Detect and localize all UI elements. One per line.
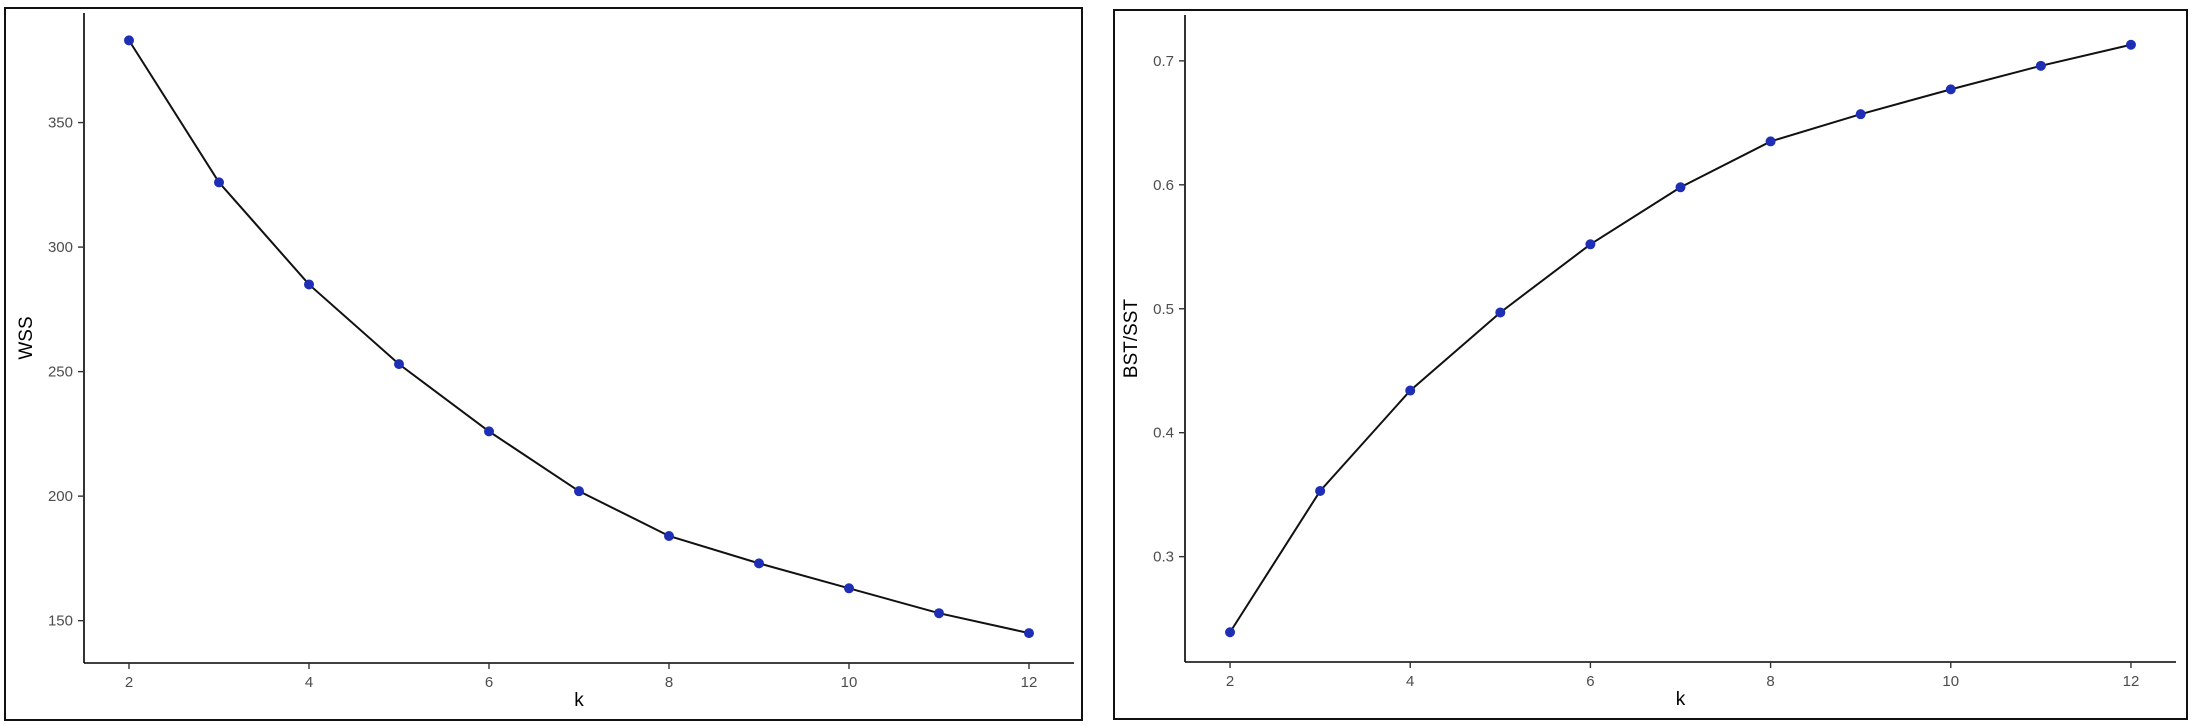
data-point [1024,628,1034,639]
data-point [574,486,584,497]
x-tick-label: 4 [1406,673,1414,690]
y-tick-label: 300 [48,239,73,256]
x-tick-label: 4 [305,674,313,691]
data-point [1945,84,1956,95]
data-point [2035,60,2046,71]
data-point [934,608,944,619]
wss-chart-panel: 150 200 250 300 350 2 4 6 8 10 12 k WSS [4,7,1083,721]
data-point [844,583,854,594]
x-tick-label: 2 [125,674,133,691]
plot-area [1225,39,2136,638]
x-tick-label: 8 [665,674,673,691]
y-ticks: 150 200 250 300 350 [48,115,84,630]
y-tick-label: 150 [48,613,73,630]
x-tick-label: 6 [1586,673,1594,690]
data-point [1495,307,1506,318]
data-point [664,530,674,541]
data-point [304,279,314,290]
x-ticks: 2 4 6 8 10 12 [125,663,1038,691]
data-point [484,426,494,437]
x-tick-label: 10 [841,674,858,691]
x-ticks: 2 4 6 8 10 12 [1226,662,2139,690]
x-tick-label: 12 [1021,674,1038,691]
bst-sst-chart: 0.3 0.4 0.5 0.6 0.7 2 4 6 8 10 12 k BST/SST [1121,15,2176,710]
x-tick-label: 12 [2123,673,2140,690]
y-axis-title: BST/SST [1121,299,1142,379]
x-tick-label: 2 [1226,673,1234,690]
bst-sst-chart-panel: 0.3 0.4 0.5 0.6 0.7 2 4 6 8 10 12 k BST/SST [1113,9,2188,720]
data-point [394,359,404,370]
y-tick-label: 250 [48,364,73,381]
y-tick-label: 0.7 [1153,53,1174,70]
series-line [1229,43,2132,633]
y-ticks: 0.3 0.4 0.5 0.6 0.7 [1153,53,1185,566]
data-point [124,35,134,46]
data-point [1765,136,1776,147]
x-axis-title: k [1676,689,1686,710]
data-point [1315,485,1326,496]
y-tick-label: 200 [48,488,73,505]
y-tick-label: 0.4 [1153,425,1174,442]
series-line [128,39,1030,635]
data-point [1855,109,1866,120]
x-tick-label: 10 [1942,673,1959,690]
plot-area [124,35,1034,639]
data-point [1585,239,1596,250]
data-point [1225,627,1236,638]
data-point [2125,39,2136,50]
wss-chart: 150 200 250 300 350 2 4 6 8 10 12 k WSS [16,13,1074,711]
y-axis-title: WSS [16,316,37,359]
x-tick-label: 8 [1766,673,1774,690]
y-tick-label: 0.6 [1153,177,1174,194]
data-point [1405,385,1416,396]
y-tick-label: 350 [48,115,73,132]
data-point [1675,182,1686,193]
data-point [214,177,224,188]
y-tick-label: 0.3 [1153,549,1174,566]
x-tick-label: 6 [485,674,493,691]
y-tick-label: 0.5 [1153,301,1174,318]
x-axis-title: k [574,690,584,711]
data-point [754,558,764,569]
